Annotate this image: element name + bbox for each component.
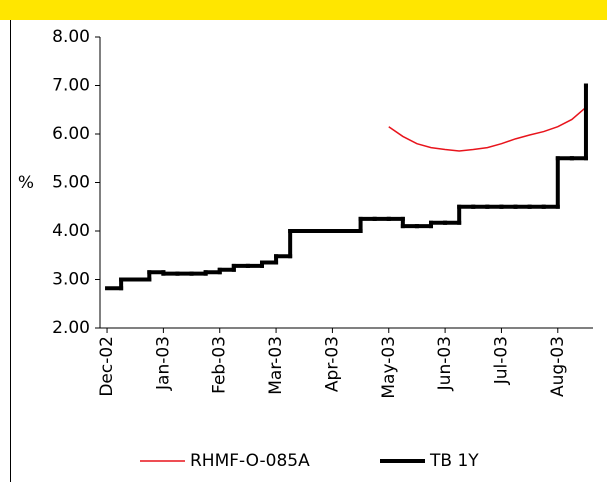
x-tick-label: Mar-03: [266, 336, 286, 395]
x-tick-label: Jul-03: [491, 336, 511, 385]
y-axis-label: %: [18, 173, 34, 193]
x-tick-label: Apr-03: [322, 336, 342, 392]
x-tick-label: Jan-03: [153, 336, 173, 391]
x-tick-label: Dec-02: [97, 336, 117, 397]
header-band: [0, 0, 607, 20]
y-tick-label: 7.00: [52, 76, 90, 96]
y-tick-label: 5.00: [52, 173, 90, 193]
x-tick-label: May-03: [379, 336, 399, 399]
x-tick-label: Feb-03: [210, 336, 230, 394]
data-line: [388, 106, 587, 152]
x-tick-label: Aug-03: [548, 336, 568, 397]
x-tick-label: Jun-03: [435, 336, 455, 391]
legend-label: RHMF-O-085A: [190, 451, 310, 471]
legend-label: TB 1Y: [429, 451, 479, 471]
y-tick-label: 4.00: [52, 221, 90, 241]
y-tick-label: 3.00: [52, 270, 90, 290]
y-tick-label: 6.00: [52, 124, 90, 144]
y-tick-label: 2.00: [52, 318, 90, 338]
y-tick-label: 8.00: [52, 27, 90, 47]
